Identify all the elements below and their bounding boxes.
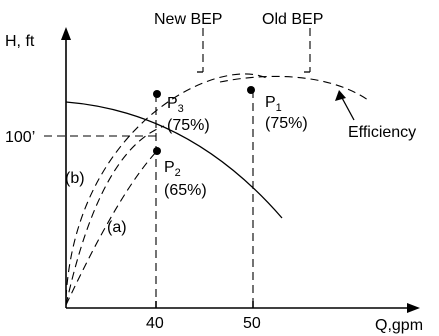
point-p2-subscript: 2 [175,167,181,179]
old-efficiency-curve [219,75,369,101]
point-p3-label: P3 [167,95,184,115]
x-tick-50: 50 [243,315,261,332]
x-tick-40: 40 [146,315,164,332]
point-p2-label: P2 [164,159,181,179]
point-p3-subscript: 3 [178,103,184,115]
y-axis-label: H, ft [5,33,35,50]
point-p2-letter: P [164,159,175,176]
point-p1-letter: P [265,94,276,111]
point-p1-marker [247,86,255,94]
new-efficiency-curve [65,73,271,299]
new-bep-label: New BEP [154,11,222,28]
point-p1-subscript: 1 [276,102,282,114]
point-p1-label: P1 [265,94,282,114]
y-tick-100: 100’ [5,129,35,146]
system-curve-b [65,125,165,306]
point-p2-marker [153,147,161,155]
system-curve-a [65,149,159,306]
efficiency-leader [340,95,355,121]
y-axis-arrow [61,27,71,40]
point-p3-efficiency: (75%) [167,117,210,134]
point-p3-marker [153,90,161,98]
efficiency-label: Efficiency [348,124,416,141]
efficiency-leader-arrow [335,90,346,101]
point-p1-efficiency: (75%) [265,115,308,132]
system-curve-a-label: (a) [107,219,127,236]
point-p3-letter: P [167,95,178,112]
old-bep-label: Old BEP [262,11,323,28]
pump-head-curve [65,101,283,219]
system-curve-b-label: (b) [65,170,85,187]
point-p2-efficiency: (65%) [164,182,207,199]
x-axis-arrow [407,303,420,313]
x-axis-label: Q,gpm [375,317,423,334]
